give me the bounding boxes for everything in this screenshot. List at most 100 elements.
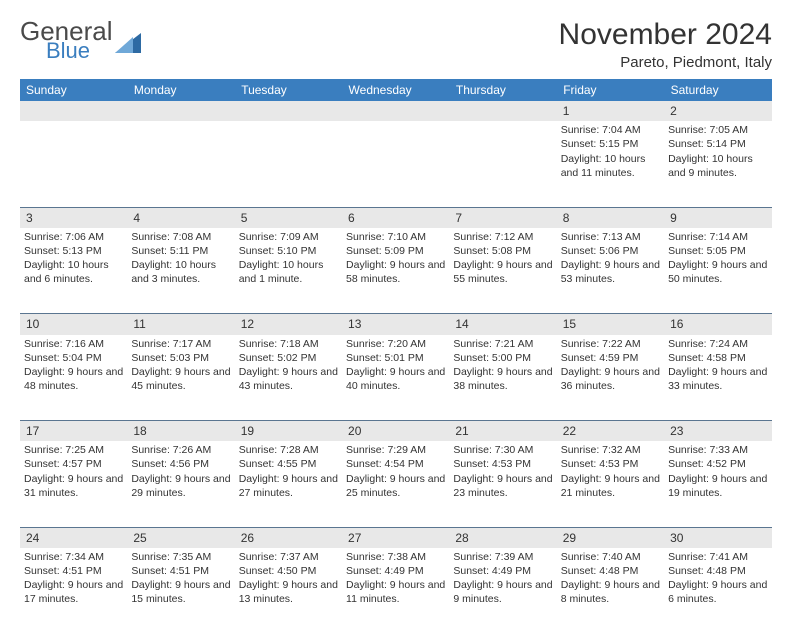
daylight-text: Daylight: 9 hours and 55 minutes. xyxy=(453,258,552,286)
day-number-cell: 20 xyxy=(342,421,449,442)
daynum-row: 12 xyxy=(20,101,772,121)
day-detail-cell: Sunrise: 7:37 AMSunset: 4:50 PMDaylight:… xyxy=(235,548,342,634)
sunset-text: Sunset: 4:53 PM xyxy=(453,457,552,471)
day-number-cell: 13 xyxy=(342,314,449,335)
weekday-header-row: Sunday Monday Tuesday Wednesday Thursday… xyxy=(20,79,772,101)
sunrise-text: Sunrise: 7:40 AM xyxy=(561,550,660,564)
sunset-text: Sunset: 4:48 PM xyxy=(668,564,767,578)
day-number-cell: 12 xyxy=(235,314,342,335)
day-number-cell xyxy=(342,101,449,121)
sunset-text: Sunset: 4:56 PM xyxy=(131,457,230,471)
daylight-text: Daylight: 9 hours and 9 minutes. xyxy=(453,578,552,606)
day-number-cell: 1 xyxy=(557,101,664,121)
sunrise-text: Sunrise: 7:33 AM xyxy=(668,443,767,457)
sunrise-text: Sunrise: 7:25 AM xyxy=(24,443,123,457)
day-detail-cell: Sunrise: 7:26 AMSunset: 4:56 PMDaylight:… xyxy=(127,441,234,527)
daylight-text: Daylight: 9 hours and 43 minutes. xyxy=(239,365,338,393)
daylight-text: Daylight: 9 hours and 8 minutes. xyxy=(561,578,660,606)
day-detail-cell: Sunrise: 7:29 AMSunset: 4:54 PMDaylight:… xyxy=(342,441,449,527)
detail-row: Sunrise: 7:04 AMSunset: 5:15 PMDaylight:… xyxy=(20,121,772,207)
sunrise-text: Sunrise: 7:10 AM xyxy=(346,230,445,244)
day-detail-cell: Sunrise: 7:35 AMSunset: 4:51 PMDaylight:… xyxy=(127,548,234,634)
day-number-cell: 23 xyxy=(664,421,771,442)
daylight-text: Daylight: 9 hours and 58 minutes. xyxy=(346,258,445,286)
daylight-text: Daylight: 9 hours and 53 minutes. xyxy=(561,258,660,286)
day-number-cell: 14 xyxy=(449,314,556,335)
sunrise-text: Sunrise: 7:22 AM xyxy=(561,337,660,351)
daylight-text: Daylight: 9 hours and 33 minutes. xyxy=(668,365,767,393)
weekday-header: Friday xyxy=(557,79,664,101)
day-number-cell: 30 xyxy=(664,527,771,548)
day-number-cell xyxy=(127,101,234,121)
day-detail-cell: Sunrise: 7:10 AMSunset: 5:09 PMDaylight:… xyxy=(342,228,449,314)
day-number-cell: 5 xyxy=(235,207,342,228)
day-number-cell xyxy=(235,101,342,121)
day-detail-cell: Sunrise: 7:24 AMSunset: 4:58 PMDaylight:… xyxy=(664,335,771,421)
sunset-text: Sunset: 4:49 PM xyxy=(346,564,445,578)
sunrise-text: Sunrise: 7:13 AM xyxy=(561,230,660,244)
daylight-text: Daylight: 9 hours and 29 minutes. xyxy=(131,472,230,500)
sunrise-text: Sunrise: 7:06 AM xyxy=(24,230,123,244)
daylight-text: Daylight: 9 hours and 21 minutes. xyxy=(561,472,660,500)
sunset-text: Sunset: 4:51 PM xyxy=(131,564,230,578)
day-detail-cell xyxy=(20,121,127,207)
daylight-text: Daylight: 9 hours and 11 minutes. xyxy=(346,578,445,606)
daylight-text: Daylight: 9 hours and 40 minutes. xyxy=(346,365,445,393)
sunrise-text: Sunrise: 7:41 AM xyxy=(668,550,767,564)
day-number-cell: 2 xyxy=(664,101,771,121)
sunrise-text: Sunrise: 7:35 AM xyxy=(131,550,230,564)
daylight-text: Daylight: 10 hours and 3 minutes. xyxy=(131,258,230,286)
sunset-text: Sunset: 4:55 PM xyxy=(239,457,338,471)
sunrise-text: Sunrise: 7:37 AM xyxy=(239,550,338,564)
sunset-text: Sunset: 5:14 PM xyxy=(668,137,767,151)
sunset-text: Sunset: 5:10 PM xyxy=(239,244,338,258)
daylight-text: Daylight: 9 hours and 15 minutes. xyxy=(131,578,230,606)
day-detail-cell xyxy=(235,121,342,207)
sunrise-text: Sunrise: 7:04 AM xyxy=(561,123,660,137)
day-detail-cell: Sunrise: 7:30 AMSunset: 4:53 PMDaylight:… xyxy=(449,441,556,527)
day-number-cell: 29 xyxy=(557,527,664,548)
weekday-header: Wednesday xyxy=(342,79,449,101)
sunrise-text: Sunrise: 7:09 AM xyxy=(239,230,338,244)
title-block: November 2024 Pareto, Piedmont, Italy xyxy=(559,18,772,71)
sunset-text: Sunset: 5:09 PM xyxy=(346,244,445,258)
sunrise-text: Sunrise: 7:24 AM xyxy=(668,337,767,351)
sunset-text: Sunset: 5:03 PM xyxy=(131,351,230,365)
sunset-text: Sunset: 5:01 PM xyxy=(346,351,445,365)
daylight-text: Daylight: 9 hours and 13 minutes. xyxy=(239,578,338,606)
sunset-text: Sunset: 5:11 PM xyxy=(131,244,230,258)
day-detail-cell: Sunrise: 7:32 AMSunset: 4:53 PMDaylight:… xyxy=(557,441,664,527)
month-title: November 2024 xyxy=(559,18,772,52)
day-detail-cell: Sunrise: 7:33 AMSunset: 4:52 PMDaylight:… xyxy=(664,441,771,527)
sunset-text: Sunset: 4:51 PM xyxy=(24,564,123,578)
detail-row: Sunrise: 7:16 AMSunset: 5:04 PMDaylight:… xyxy=(20,335,772,421)
sunset-text: Sunset: 4:59 PM xyxy=(561,351,660,365)
daylight-text: Daylight: 9 hours and 17 minutes. xyxy=(24,578,123,606)
weekday-header: Saturday xyxy=(664,79,771,101)
calendar-table: Sunday Monday Tuesday Wednesday Thursday… xyxy=(20,79,772,634)
sunset-text: Sunset: 4:58 PM xyxy=(668,351,767,365)
daynum-row: 10111213141516 xyxy=(20,314,772,335)
day-number-cell: 27 xyxy=(342,527,449,548)
daylight-text: Daylight: 10 hours and 11 minutes. xyxy=(561,152,660,180)
day-detail-cell: Sunrise: 7:18 AMSunset: 5:02 PMDaylight:… xyxy=(235,335,342,421)
sunrise-text: Sunrise: 7:17 AM xyxy=(131,337,230,351)
day-detail-cell: Sunrise: 7:04 AMSunset: 5:15 PMDaylight:… xyxy=(557,121,664,207)
daylight-text: Daylight: 9 hours and 23 minutes. xyxy=(453,472,552,500)
sunrise-text: Sunrise: 7:20 AM xyxy=(346,337,445,351)
day-number-cell: 22 xyxy=(557,421,664,442)
location-subtitle: Pareto, Piedmont, Italy xyxy=(559,54,772,71)
detail-row: Sunrise: 7:06 AMSunset: 5:13 PMDaylight:… xyxy=(20,228,772,314)
sunrise-text: Sunrise: 7:28 AM xyxy=(239,443,338,457)
day-number-cell: 8 xyxy=(557,207,664,228)
day-number-cell: 25 xyxy=(127,527,234,548)
day-number-cell xyxy=(449,101,556,121)
daynum-row: 17181920212223 xyxy=(20,421,772,442)
sunrise-text: Sunrise: 7:29 AM xyxy=(346,443,445,457)
day-detail-cell: Sunrise: 7:06 AMSunset: 5:13 PMDaylight:… xyxy=(20,228,127,314)
sunset-text: Sunset: 4:50 PM xyxy=(239,564,338,578)
sunrise-text: Sunrise: 7:30 AM xyxy=(453,443,552,457)
sunrise-text: Sunrise: 7:16 AM xyxy=(24,337,123,351)
sunrise-text: Sunrise: 7:34 AM xyxy=(24,550,123,564)
day-number-cell: 21 xyxy=(449,421,556,442)
